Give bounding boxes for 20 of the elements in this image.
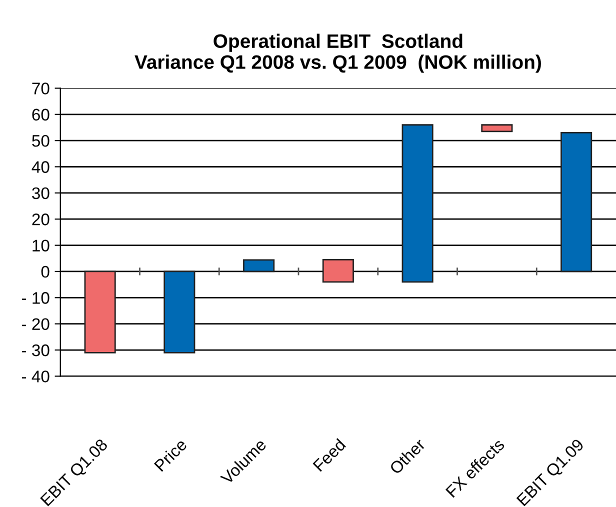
y-tick-label: - 10: [22, 292, 50, 304]
bar: [402, 124, 434, 283]
y-tick-label: 60: [32, 108, 50, 121]
bar: [243, 259, 275, 272]
bar: [322, 259, 354, 283]
y-tick-label: 30: [32, 187, 50, 200]
bar: [481, 124, 513, 132]
y-tick-label: - 40: [22, 370, 50, 382]
y-tick-label: - 20: [22, 318, 50, 330]
bar: [164, 270, 196, 354]
y-tick-label: 40: [32, 161, 50, 173]
y-tick-label: 20: [32, 214, 50, 226]
chart-title: Operational EBIT Scotland Variance Q1 2008 vs. Q1 2009 (NOK million): [134, 34, 541, 73]
y-tick-label: 0: [41, 266, 50, 278]
y-tick-label: 10: [32, 240, 50, 252]
y-tick-label: 50: [32, 134, 50, 147]
y-tick-label: - 30: [22, 344, 50, 356]
y-tick-label: 70: [32, 82, 50, 94]
bar: [560, 132, 592, 272]
bar: [84, 270, 116, 354]
